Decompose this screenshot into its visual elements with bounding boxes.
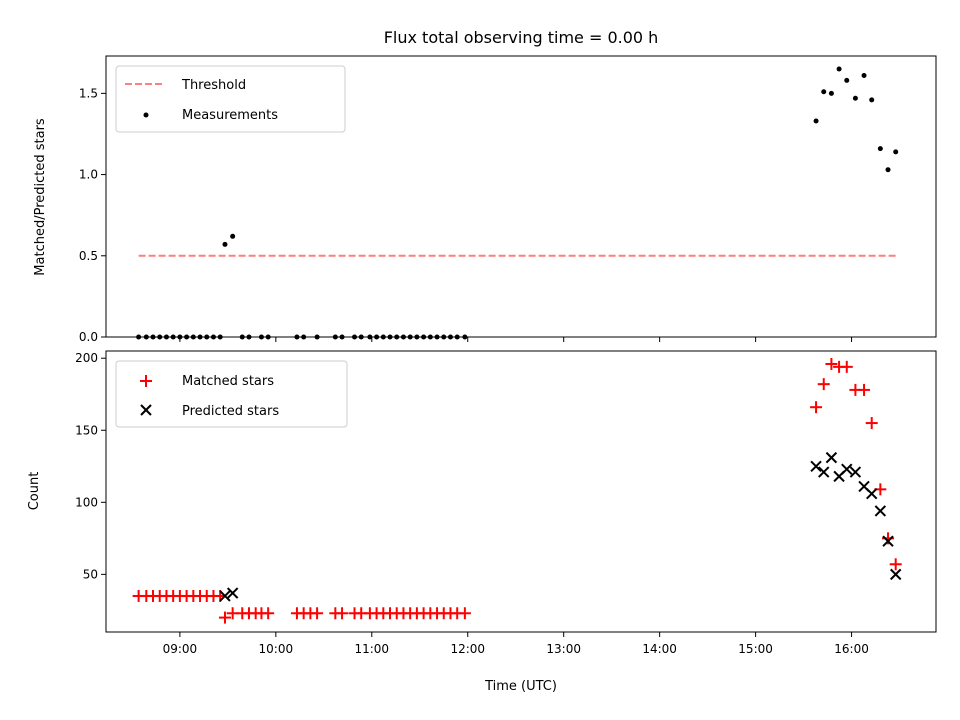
- legend-predicted-swatch: [140, 404, 152, 416]
- bottom-legend: Matched stars Predicted stars: [115, 360, 348, 428]
- measurement-point: [828, 90, 834, 96]
- matched-star-point: [825, 357, 838, 370]
- predicted-star-point: [818, 466, 830, 478]
- measurement-point: [885, 167, 891, 173]
- top-x-ticks: [179, 337, 853, 342]
- bottom-axes-frame: [105, 350, 937, 633]
- measurement-point: [893, 149, 899, 155]
- bottom-ylabel: Count: [27, 472, 42, 511]
- matched-star-point: [889, 558, 902, 571]
- predicted-star-point: [226, 587, 239, 599]
- matched-star-point: [458, 607, 471, 620]
- matched-star-point: [311, 607, 324, 620]
- bottom-xtick-label: 13:00: [546, 642, 581, 656]
- matched-star-point: [865, 417, 878, 430]
- bottom-x-ticks: 09:00 10:00 11:00 12:00 13:00 14:00 15:00 16:00: [163, 632, 869, 656]
- bottom-xtick-label: 12:00: [450, 642, 485, 656]
- measurement-point: [861, 72, 867, 78]
- measurement-point: [230, 233, 236, 239]
- bottom-xlabel: Time (UTC): [484, 679, 557, 694]
- legend-predicted-label: Predicted stars: [182, 404, 279, 419]
- legend-matched-label: Matched stars: [182, 374, 274, 389]
- chart-title: Flux total observing time = 0.00 h: [384, 28, 659, 47]
- predicted-star-point: [889, 568, 902, 581]
- predicted-star-point: [825, 451, 838, 464]
- bottom-xtick-label: 09:00: [163, 642, 198, 656]
- predicted-star-point: [882, 535, 894, 547]
- bottom-xtick-label: 11:00: [354, 642, 389, 656]
- top-panel: Matched/Predicted stars 0.0 0.5 1.0 1.5 Thr…: [33, 55, 937, 344]
- top-y-ticks: 0.0 0.5 1.0 1.5: [79, 86, 106, 344]
- top-legend-box: [115, 65, 346, 133]
- predicted-star-point: [874, 505, 887, 517]
- predicted-star-point: [810, 460, 822, 472]
- matched-star-point: [858, 383, 871, 396]
- top-axes-frame: [105, 55, 937, 338]
- top-ytick-label: 1.5: [79, 86, 98, 100]
- top-ytick-label: 0.0: [79, 330, 98, 344]
- bottom-ytick-label: 150: [75, 423, 98, 437]
- predicted-star-point: [841, 463, 853, 475]
- legend-measurements-label: Measurements: [182, 108, 278, 123]
- top-ytick-label: 1.0: [79, 168, 98, 182]
- matched-star-point: [840, 360, 853, 373]
- legend-measurements-swatch: [143, 112, 149, 118]
- top-legend: Threshold Measurements: [115, 65, 346, 133]
- bottom-xtick-label: 15:00: [738, 642, 773, 656]
- bottom-y-ticks: 50 100 150 200: [75, 351, 106, 581]
- measurement-point: [836, 66, 842, 72]
- measurement-point: [813, 118, 819, 124]
- bottom-legend-box: [115, 360, 348, 428]
- legend-matched-swatch: [140, 375, 152, 387]
- matched-star-point: [336, 607, 349, 620]
- top-ytick-label: 0.5: [79, 249, 98, 263]
- predicted-star-point: [219, 590, 231, 602]
- bottom-panel: Count Time (UTC) 50 100 150 200 09:00 10:00 1…: [27, 350, 937, 694]
- bottom-ytick-label: 100: [75, 495, 98, 509]
- predicted-star-point: [866, 487, 878, 500]
- measurement-point: [869, 97, 875, 103]
- legend-threshold-label: Threshold: [181, 78, 246, 93]
- measurement-point: [877, 146, 883, 152]
- measurement-point: [821, 89, 827, 95]
- bottom-ytick-label: 200: [75, 351, 98, 365]
- bottom-xtick-label: 14:00: [642, 642, 677, 656]
- matched-star-point: [817, 378, 830, 391]
- bottom-xtick-label: 16:00: [834, 642, 869, 656]
- top-ylabel: Matched/Predicted stars: [33, 118, 48, 276]
- measurement-point: [222, 241, 228, 247]
- matched-star-point: [262, 607, 275, 620]
- predicted-star-point: [849, 466, 862, 478]
- measurement-point: [844, 77, 850, 83]
- bottom-plot-marks: [132, 357, 902, 624]
- matched-star-point: [218, 611, 231, 624]
- bottom-ytick-label: 50: [83, 567, 98, 581]
- measurement-point: [852, 95, 858, 101]
- bottom-xtick-label: 10:00: [259, 642, 294, 656]
- matched-star-point: [810, 401, 823, 414]
